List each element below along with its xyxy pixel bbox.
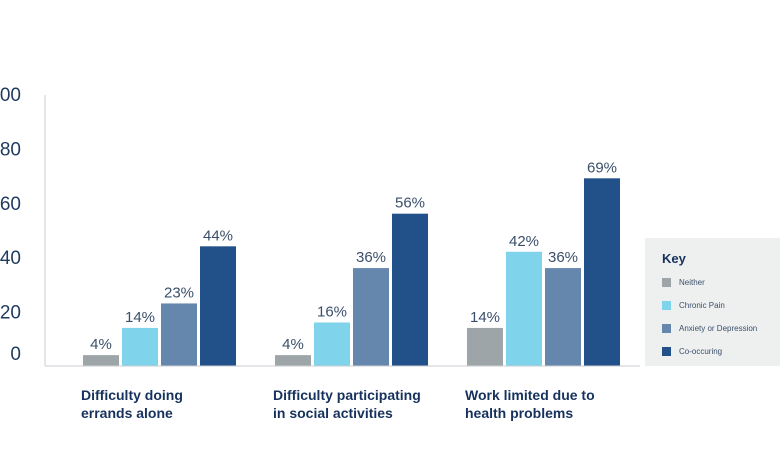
legend-label: Chronic Pain (679, 300, 725, 310)
legend-item: Co-occuring (662, 345, 722, 357)
y-tick-label: 100 (0, 85, 21, 106)
legend-label: Anxiety or Depression (679, 323, 758, 333)
bar (314, 322, 350, 366)
bar (200, 246, 236, 366)
data-label: 69% (587, 159, 617, 176)
y-tick-label: 20 (0, 303, 21, 324)
category-label: Difficulty participating in social activ… (273, 387, 421, 421)
data-label: 36% (548, 249, 578, 266)
bar (83, 355, 119, 366)
legend: Key Neither Chronic Pain Anxiety or Depres… (645, 238, 780, 366)
legend-swatch (662, 323, 671, 333)
data-label: 44% (203, 227, 233, 244)
data-label: 4% (90, 336, 112, 353)
legend-title: Key (662, 251, 686, 266)
legend-item: Anxiety or Depression (662, 322, 757, 334)
bar (467, 327, 503, 366)
data-label: 42% (509, 233, 539, 250)
bar (392, 213, 428, 366)
legend-swatch (662, 346, 671, 356)
bar (545, 268, 581, 366)
data-label: 56% (395, 195, 425, 212)
legend-item: Chronic Pain (662, 299, 725, 311)
y-tick-label: 60 (0, 194, 21, 215)
bar (353, 268, 389, 366)
legend-label: Co-occuring (679, 346, 723, 356)
data-label: 4% (282, 336, 304, 353)
legend-swatch (662, 277, 671, 287)
y-tick-label: 80 (0, 139, 21, 160)
legend-label: Neither (679, 277, 705, 287)
category-label: Difficulty doing errands alone (81, 387, 183, 421)
data-label: 23% (164, 284, 194, 301)
bar (584, 178, 620, 366)
category-label: Work limited due to health problems (465, 387, 595, 421)
data-label: 36% (356, 249, 386, 266)
y-tick-label: 40 (0, 248, 21, 269)
bar (161, 303, 197, 366)
data-label: 14% (125, 309, 155, 326)
y-tick-label: 0 (10, 344, 21, 365)
legend-item: Neither (662, 276, 705, 288)
data-label: 14% (470, 309, 500, 326)
legend-swatch (662, 300, 671, 310)
bar (122, 327, 158, 366)
bar (506, 251, 542, 366)
bar (275, 355, 311, 366)
data-label: 16% (317, 303, 347, 320)
